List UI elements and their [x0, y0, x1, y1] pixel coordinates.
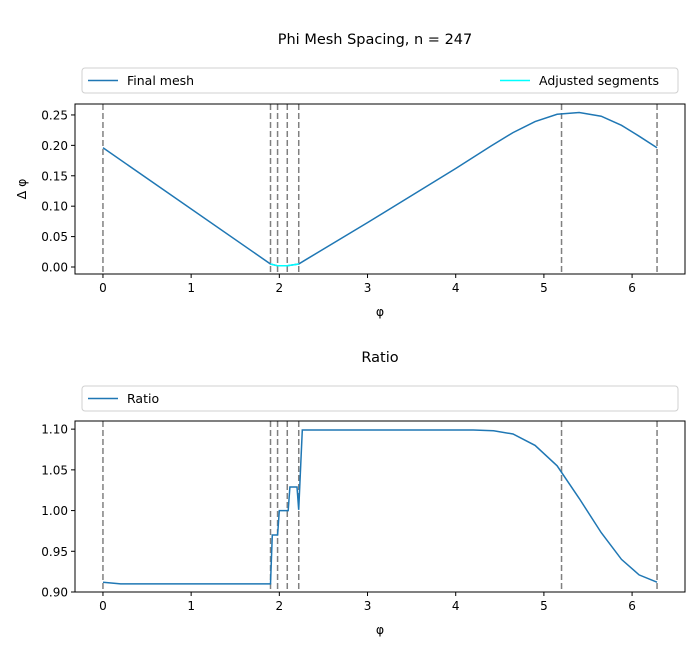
- x-tick-label: 1: [187, 281, 195, 295]
- axes-frame: [74, 103, 686, 275]
- legend-label: Adjusted segments: [539, 73, 659, 88]
- legend: Final mesh Adjusted segments: [81, 67, 679, 94]
- legend-label: Ratio: [127, 391, 159, 406]
- y-tick-label: 0.90: [41, 586, 68, 600]
- y-tick-label: 0.00: [41, 261, 68, 275]
- x-tick-label: 2: [276, 281, 284, 295]
- x-axis-label: φ: [376, 622, 384, 637]
- x-tick-label: 2: [276, 599, 284, 613]
- x-axis-label: φ: [376, 304, 384, 319]
- x-tick-label: 0: [99, 599, 107, 613]
- y-axis-label: Δ φ: [14, 179, 29, 200]
- series-line-final-mesh: [102, 111, 658, 267]
- legend: Ratio: [81, 385, 679, 412]
- y-tick-label: 0.20: [41, 139, 68, 153]
- chart-title: Phi Mesh Spacing, n = 247: [278, 32, 473, 48]
- chart-title: Ratio: [361, 350, 398, 366]
- y-tick-label: 1.10: [41, 423, 68, 437]
- legend-box: [81, 67, 679, 94]
- series-line-ratio: [102, 429, 658, 585]
- panel-2: Ratio Ratio 0 1 2 3 4 5 6 0.90 0.95 1.00 1.05 1.10 φ: [41, 350, 686, 637]
- y-tick-label: 0.10: [41, 200, 68, 214]
- y-tick-label: 0.05: [41, 230, 68, 244]
- x-tick-label: 0: [99, 281, 107, 295]
- x-tick-label: 4: [452, 599, 460, 613]
- panel-1: Phi Mesh Spacing, n = 247 Final mesh Adjus…: [14, 32, 686, 319]
- x-tick-label: 6: [628, 599, 636, 613]
- x-tick-label: 4: [452, 281, 460, 295]
- x-tick-label: 5: [540, 281, 548, 295]
- x-tick-label: 3: [364, 599, 372, 613]
- y-tick-label: 0.95: [41, 545, 68, 559]
- y-tick-label: 1.05: [41, 463, 68, 477]
- y-tick-label: 0.25: [41, 108, 68, 122]
- series-line-adjusted-segments: [270, 263, 299, 267]
- legend-label: Final mesh: [127, 73, 194, 88]
- x-tick-label: 5: [540, 599, 548, 613]
- x-tick-label: 6: [628, 281, 636, 295]
- y-tick-label: 1.00: [41, 504, 68, 518]
- x-tick-label: 3: [364, 281, 372, 295]
- axes-frame: [74, 420, 686, 593]
- legend-box: [81, 385, 679, 412]
- y-tick-label: 0.15: [41, 169, 68, 183]
- x-tick-label: 1: [187, 599, 195, 613]
